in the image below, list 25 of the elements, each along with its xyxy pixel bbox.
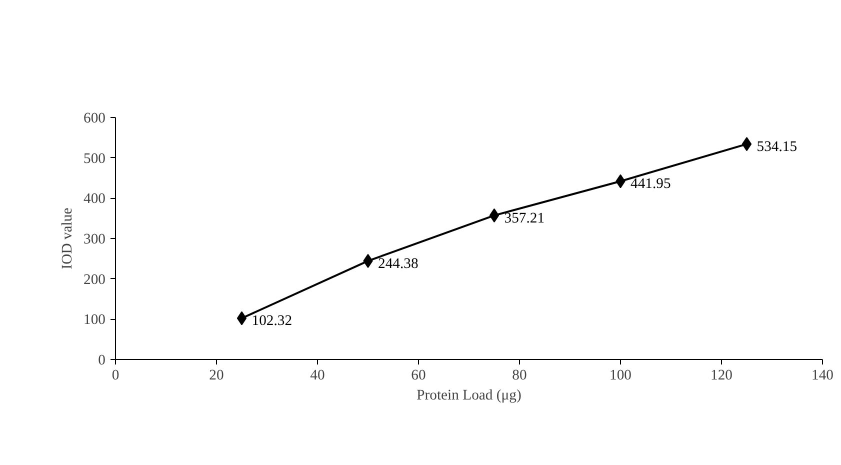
y-tick-label: 500	[84, 150, 106, 167]
x-tick-label: 120	[710, 368, 732, 384]
point	[742, 137, 752, 152]
y-tick-label: 100	[84, 312, 106, 328]
y-tick-label: 300	[84, 232, 106, 248]
data-label: 102.32	[252, 313, 292, 330]
x-tick-label: 140	[812, 368, 834, 384]
x-tick-label: 0	[112, 368, 120, 384]
y-tick-label: 200	[84, 272, 106, 288]
x-tick-label: 100	[610, 368, 632, 384]
x-tick-label: 40	[310, 368, 325, 384]
y-axis-title: IOD value	[60, 208, 76, 270]
y-tick-label: 600	[84, 110, 106, 126]
x-tick-label: 80	[512, 368, 527, 384]
point	[489, 208, 500, 222]
point	[236, 311, 247, 326]
x-axis-title: Protein Load (μg)	[416, 388, 522, 404]
data-label: 534.15	[756, 139, 798, 156]
x-tick-label: 60	[411, 368, 426, 384]
y-tick-label: 0	[98, 352, 106, 368]
x-tick-label: 20	[209, 368, 224, 384]
y-tick-label: 400	[84, 191, 106, 208]
data-label: 357.21	[504, 210, 545, 226]
data-label: 244.38	[378, 256, 418, 272]
data-label: 441.95	[630, 176, 671, 192]
